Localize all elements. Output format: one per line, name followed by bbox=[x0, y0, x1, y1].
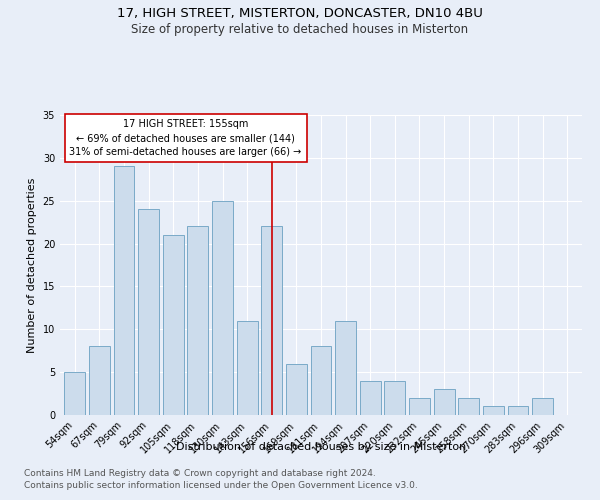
Bar bbox=[311, 346, 331, 415]
Bar bbox=[508, 406, 529, 415]
Y-axis label: Number of detached properties: Number of detached properties bbox=[27, 178, 37, 352]
Text: 17, HIGH STREET, MISTERTON, DONCASTER, DN10 4BU: 17, HIGH STREET, MISTERTON, DONCASTER, D… bbox=[117, 8, 483, 20]
Text: Contains public sector information licensed under the Open Government Licence v3: Contains public sector information licen… bbox=[24, 481, 418, 490]
Bar bbox=[187, 226, 208, 415]
Bar bbox=[360, 380, 381, 415]
Bar bbox=[163, 235, 184, 415]
Bar bbox=[89, 346, 110, 415]
Bar bbox=[212, 200, 233, 415]
Bar bbox=[236, 320, 257, 415]
Text: Distribution of detached houses by size in Misterton: Distribution of detached houses by size … bbox=[176, 442, 466, 452]
Bar bbox=[286, 364, 307, 415]
Bar bbox=[138, 210, 159, 415]
Bar bbox=[385, 380, 406, 415]
Text: Size of property relative to detached houses in Misterton: Size of property relative to detached ho… bbox=[131, 22, 469, 36]
Text: 17 HIGH STREET: 155sqm
← 69% of detached houses are smaller (144)
31% of semi-de: 17 HIGH STREET: 155sqm ← 69% of detached… bbox=[70, 120, 302, 158]
Bar bbox=[458, 398, 479, 415]
Bar bbox=[64, 372, 85, 415]
Bar bbox=[335, 320, 356, 415]
Bar bbox=[113, 166, 134, 415]
Text: Contains HM Land Registry data © Crown copyright and database right 2024.: Contains HM Land Registry data © Crown c… bbox=[24, 468, 376, 477]
Bar bbox=[434, 390, 455, 415]
Bar bbox=[483, 406, 504, 415]
Bar bbox=[261, 226, 282, 415]
Bar bbox=[409, 398, 430, 415]
Bar bbox=[532, 398, 553, 415]
